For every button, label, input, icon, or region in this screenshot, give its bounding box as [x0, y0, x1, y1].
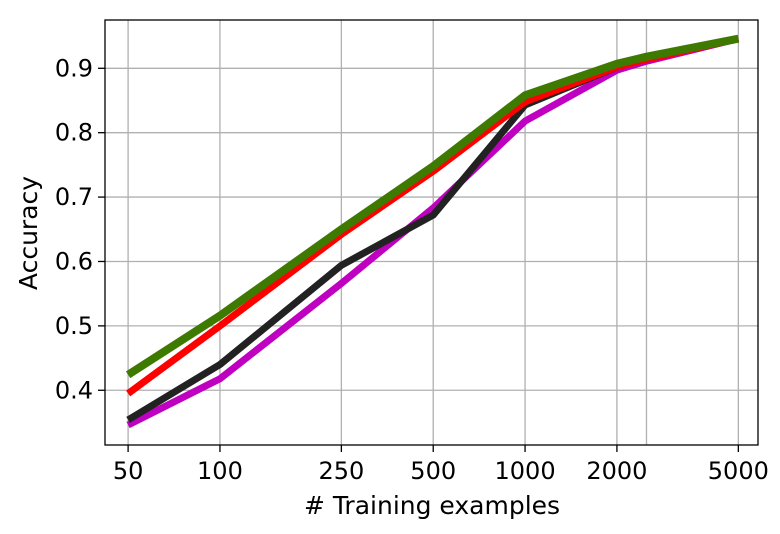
x-axis-title: # Training examples — [304, 491, 560, 520]
x-tick-label: 50 — [113, 457, 144, 485]
series-lines — [125, 34, 740, 429]
y-tick-label: 0.6 — [55, 247, 93, 275]
y-tick-label: 0.5 — [55, 312, 93, 340]
x-tick-label: 5000 — [708, 457, 769, 485]
y-tick-label: 0.4 — [55, 376, 93, 404]
y-tick-label: 0.8 — [55, 119, 93, 147]
y-tick-label: 0.9 — [55, 54, 93, 82]
y-tick-label: 0.7 — [55, 183, 93, 211]
x-tick-label: 500 — [410, 457, 456, 485]
x-tick-label: 100 — [197, 457, 243, 485]
x-tick-label: 1000 — [495, 457, 556, 485]
y-axis-title: Accuracy — [14, 176, 43, 290]
x-tick-label: 250 — [318, 457, 364, 485]
grid-lines — [105, 20, 758, 445]
axis-ticks: 50 100 250 500 1000 2000 5000 0.4 0.5 0.6 0.7 0.8 0.… — [55, 54, 769, 485]
x-tick-label: 2000 — [586, 457, 647, 485]
series-line-4 — [125, 34, 740, 379]
plot-frame — [104, 19, 759, 446]
